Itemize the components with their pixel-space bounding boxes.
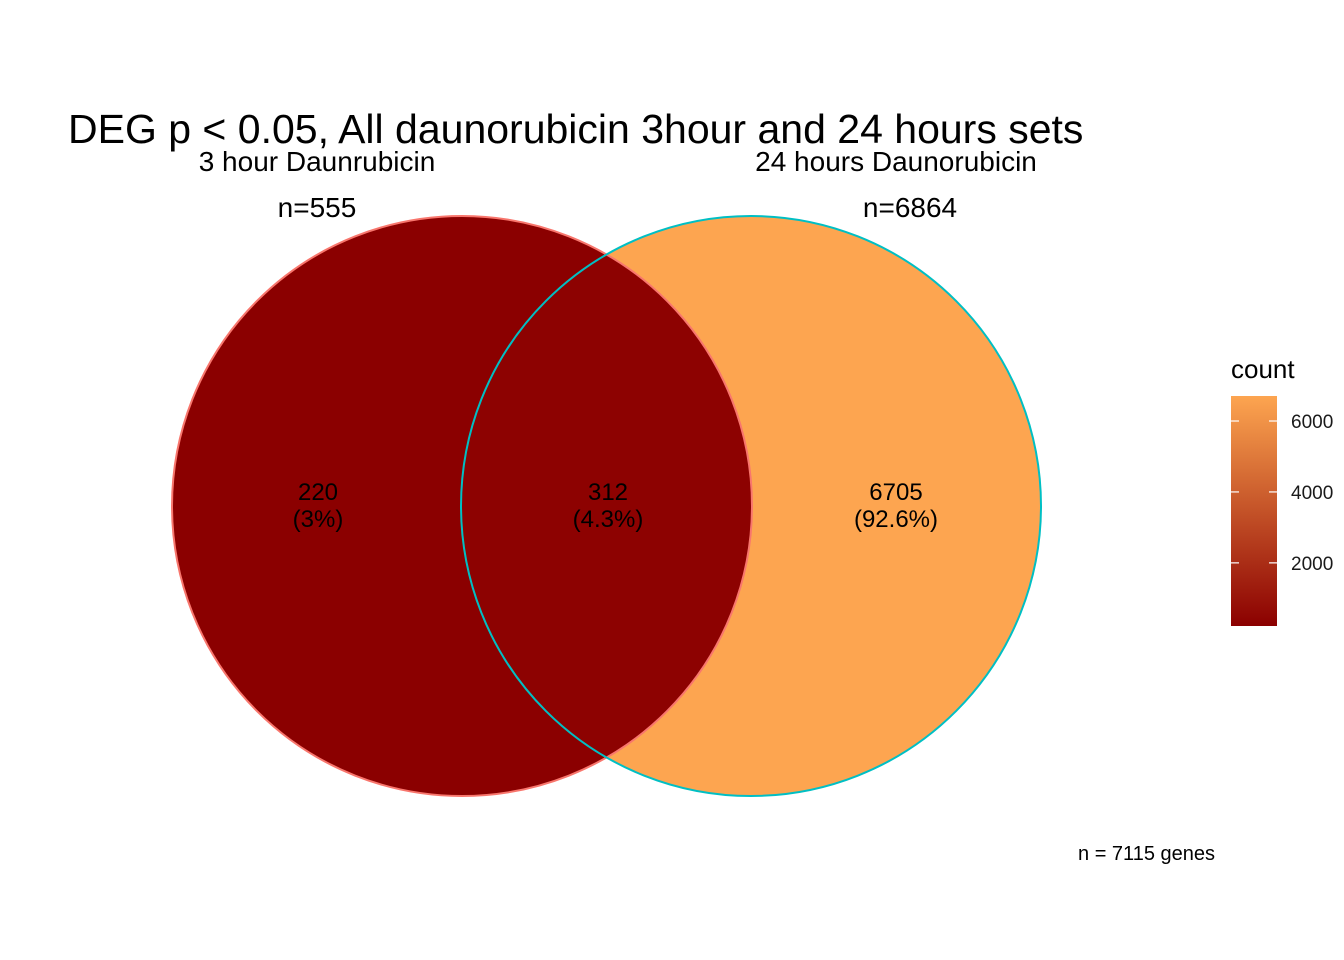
region-both-percent: (4.3%) bbox=[573, 506, 644, 533]
legend-tick-label: 2000 bbox=[1291, 554, 1333, 575]
region-only-24h-count: 6705 bbox=[869, 479, 922, 506]
set-24h-name: 24 hours Daunorubicin bbox=[755, 146, 1037, 177]
color-legend: count 2000 4000 6000 bbox=[1231, 354, 1333, 626]
legend-title: count bbox=[1231, 354, 1295, 384]
set-3h-size: n=555 bbox=[278, 192, 357, 223]
set-3h-name: 3 hour Daunrubicin bbox=[199, 146, 436, 177]
legend-tick-label: 4000 bbox=[1291, 483, 1333, 504]
region-both-count: 312 bbox=[588, 479, 628, 506]
set-24h-outline bbox=[460, 215, 1042, 797]
region-only-24h-percent: (92.6%) bbox=[854, 506, 938, 533]
set-3h-outline bbox=[171, 215, 753, 797]
legend-tick-label: 6000 bbox=[1291, 412, 1333, 433]
region-only-3h-percent: (3%) bbox=[293, 506, 344, 533]
set-24h-size: n=6864 bbox=[863, 192, 957, 223]
legend-colorbar bbox=[1231, 396, 1277, 626]
chart-title: DEG p < 0.05, All daunorubicin 3hour and… bbox=[68, 106, 1083, 152]
caption: n = 7115 genes bbox=[1078, 843, 1215, 865]
region-only-3h-count: 220 bbox=[298, 479, 338, 506]
